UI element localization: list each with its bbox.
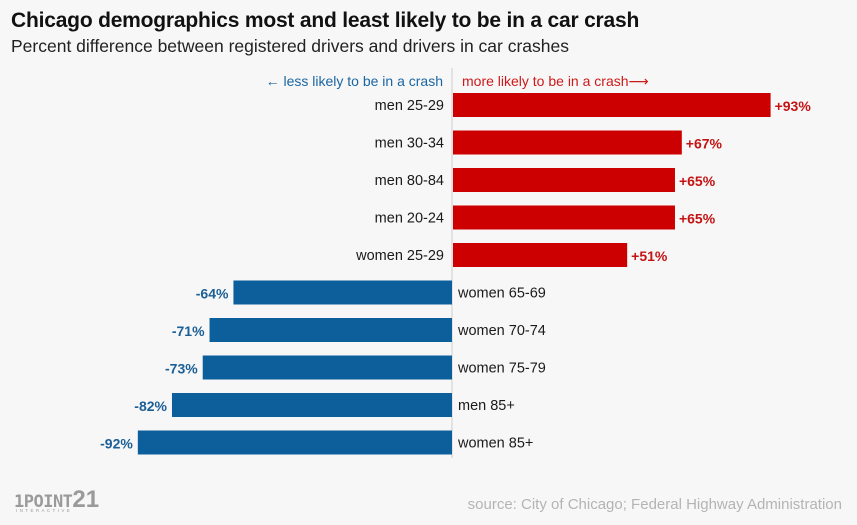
more-likely-direction-label: more likely to be in a crash⟶: [462, 73, 649, 89]
chart-title: Chicago demographics most and least like…: [11, 9, 640, 32]
source-note: source: City of Chicago; Federal Highway…: [467, 496, 842, 513]
value-label: -71%: [172, 323, 205, 339]
brand-logo: 1POINT21 INTERACTIVE: [14, 486, 99, 514]
logo-subtext: INTERACTIVE: [16, 508, 73, 513]
value-label: +65%: [679, 211, 716, 227]
value-label: -92%: [100, 436, 133, 452]
category-label: women 25-29: [355, 248, 444, 264]
value-label: -64%: [196, 286, 229, 302]
bar-women-75-79: [202, 355, 452, 380]
category-label: men 80-84: [375, 173, 444, 189]
bar-men-85plus: [171, 393, 452, 417]
bar-men-25-29: [453, 93, 771, 117]
category-label: women 85+: [457, 436, 533, 452]
value-label: +65%: [679, 173, 716, 189]
logo-text: 1POINT: [14, 492, 73, 512]
category-label: women 65-69: [457, 286, 546, 302]
bar-women-85plus: [137, 430, 452, 455]
chart-subtitle: Percent difference between registered dr…: [11, 36, 570, 56]
value-label: +93%: [775, 98, 812, 114]
bar-women-25-29: [453, 243, 628, 267]
value-label: +51%: [631, 248, 668, 264]
bar-men-80-84: [453, 168, 675, 192]
category-label: men 25-29: [375, 98, 444, 114]
category-label: women 75-79: [457, 361, 546, 377]
bar-men-30-34: [453, 130, 682, 155]
less-likely-direction-label: ← less likely to be in a crash: [266, 73, 443, 89]
bar-women-70-74: [209, 318, 452, 342]
category-label: men 30-34: [375, 136, 444, 152]
category-label: men 20-24: [375, 211, 444, 227]
value-label: +67%: [686, 136, 723, 152]
bar-men-20-24: [453, 205, 675, 230]
category-label: women 70-74: [457, 323, 546, 339]
bar-women-65-69: [233, 280, 452, 305]
value-label: -73%: [165, 361, 198, 377]
category-label: men 85+: [458, 398, 515, 414]
logo-number: 21: [72, 486, 100, 513]
value-label: -82%: [134, 398, 167, 414]
